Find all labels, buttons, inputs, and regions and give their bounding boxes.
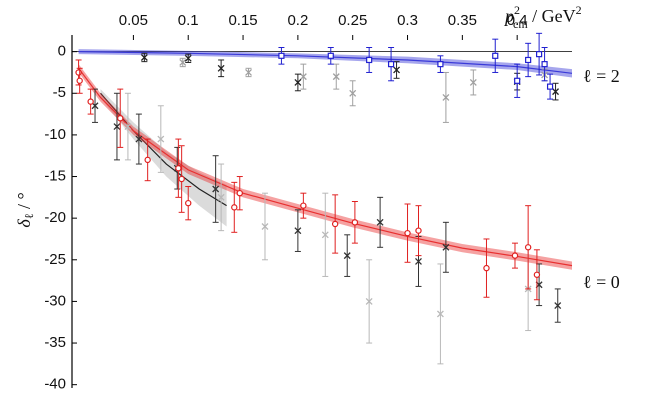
y-tick-label: -30 xyxy=(44,292,66,309)
marker xyxy=(546,83,554,90)
marker xyxy=(157,135,165,143)
marker xyxy=(343,252,351,260)
marker xyxy=(331,220,339,228)
x-tick-label: 0.2 xyxy=(287,12,308,29)
marker xyxy=(144,156,151,164)
x-tick-label: 0.15 xyxy=(228,12,257,29)
marker xyxy=(442,93,450,101)
y-tick-label: -40 xyxy=(44,376,66,393)
marker xyxy=(321,231,329,239)
marker xyxy=(415,257,422,265)
y-tick-label: 0 xyxy=(58,43,66,60)
marker xyxy=(278,52,285,59)
marker xyxy=(415,227,422,234)
fit-curve xyxy=(78,51,573,74)
y-tick-label: -35 xyxy=(44,334,66,351)
marker xyxy=(140,54,148,61)
x-tick-label: 0.25 xyxy=(338,12,367,29)
marker xyxy=(75,69,82,76)
marker xyxy=(437,61,444,68)
x-tick-label: 0.4 xyxy=(507,12,528,29)
annotation: ℓ = 2 xyxy=(583,66,620,86)
marker xyxy=(387,61,395,68)
marker xyxy=(366,56,373,64)
marker xyxy=(113,123,121,131)
x-tick-label: 0.35 xyxy=(448,12,477,29)
marker xyxy=(514,77,521,84)
x-label-unit: / GeV xyxy=(528,6,576,26)
x-tick-label: 0.3 xyxy=(397,12,418,29)
y-label-unit: / ° xyxy=(14,192,34,213)
x-label-sub: cm xyxy=(513,17,528,31)
y-tick-label: -5 xyxy=(53,84,66,101)
marker xyxy=(245,69,252,76)
marker xyxy=(212,185,220,193)
marker xyxy=(87,98,94,105)
marker xyxy=(442,243,450,251)
marker xyxy=(365,297,373,305)
marker xyxy=(541,61,548,68)
marker xyxy=(299,73,307,81)
marker xyxy=(536,51,543,58)
marker xyxy=(483,264,490,272)
marker xyxy=(217,193,225,201)
marker xyxy=(184,54,192,62)
plot-area: -40 -35 -30 -25 -20 -15 -10 -5 0 0.05 0.1 0.15 0.2 0.… xyxy=(44,12,573,393)
x-tick-label: 0.1 xyxy=(178,12,199,29)
marker xyxy=(261,223,269,230)
marker xyxy=(525,56,532,64)
y-label-base: δ xyxy=(14,219,34,228)
x-label-unit-sup: 2 xyxy=(576,3,582,17)
y-axis-label: δℓ / ° xyxy=(14,192,36,227)
marker xyxy=(511,252,519,259)
marker xyxy=(294,78,302,86)
marker xyxy=(436,310,444,318)
marker xyxy=(533,271,541,278)
marker xyxy=(117,115,124,122)
x-axis-label: p2 cm / GeV2 xyxy=(503,3,582,31)
marker xyxy=(178,175,185,183)
marker xyxy=(552,88,560,96)
y-tick-label: -15 xyxy=(44,168,66,185)
marker xyxy=(217,64,225,72)
marker xyxy=(524,244,532,251)
marker xyxy=(124,123,132,131)
marker xyxy=(404,229,411,237)
error-band xyxy=(100,89,227,227)
marker xyxy=(91,102,99,110)
x-label-base: p xyxy=(503,6,514,26)
y-tick-label: -10 xyxy=(44,126,66,143)
annotation: ℓ = 0 xyxy=(583,272,620,292)
x-tick-label: 0.05 xyxy=(119,12,148,29)
x-label-sup: 2 xyxy=(514,3,520,17)
marker xyxy=(236,189,243,197)
marker xyxy=(332,73,340,81)
marker xyxy=(393,66,401,74)
marker xyxy=(300,202,307,209)
y-tick-label: -25 xyxy=(44,251,66,268)
marker xyxy=(349,89,357,97)
marker xyxy=(351,219,359,226)
marker xyxy=(175,165,182,172)
marker xyxy=(327,52,334,59)
marker xyxy=(376,218,384,226)
marker xyxy=(469,78,477,86)
marker xyxy=(76,77,83,84)
marker xyxy=(185,199,192,207)
marker xyxy=(179,59,187,66)
marker xyxy=(231,204,238,211)
marker xyxy=(294,227,302,235)
y-tick-label: -20 xyxy=(44,209,66,226)
marker xyxy=(135,135,143,143)
marker xyxy=(492,52,499,59)
y-label-sub: ℓ xyxy=(22,213,36,219)
marker xyxy=(554,302,562,310)
